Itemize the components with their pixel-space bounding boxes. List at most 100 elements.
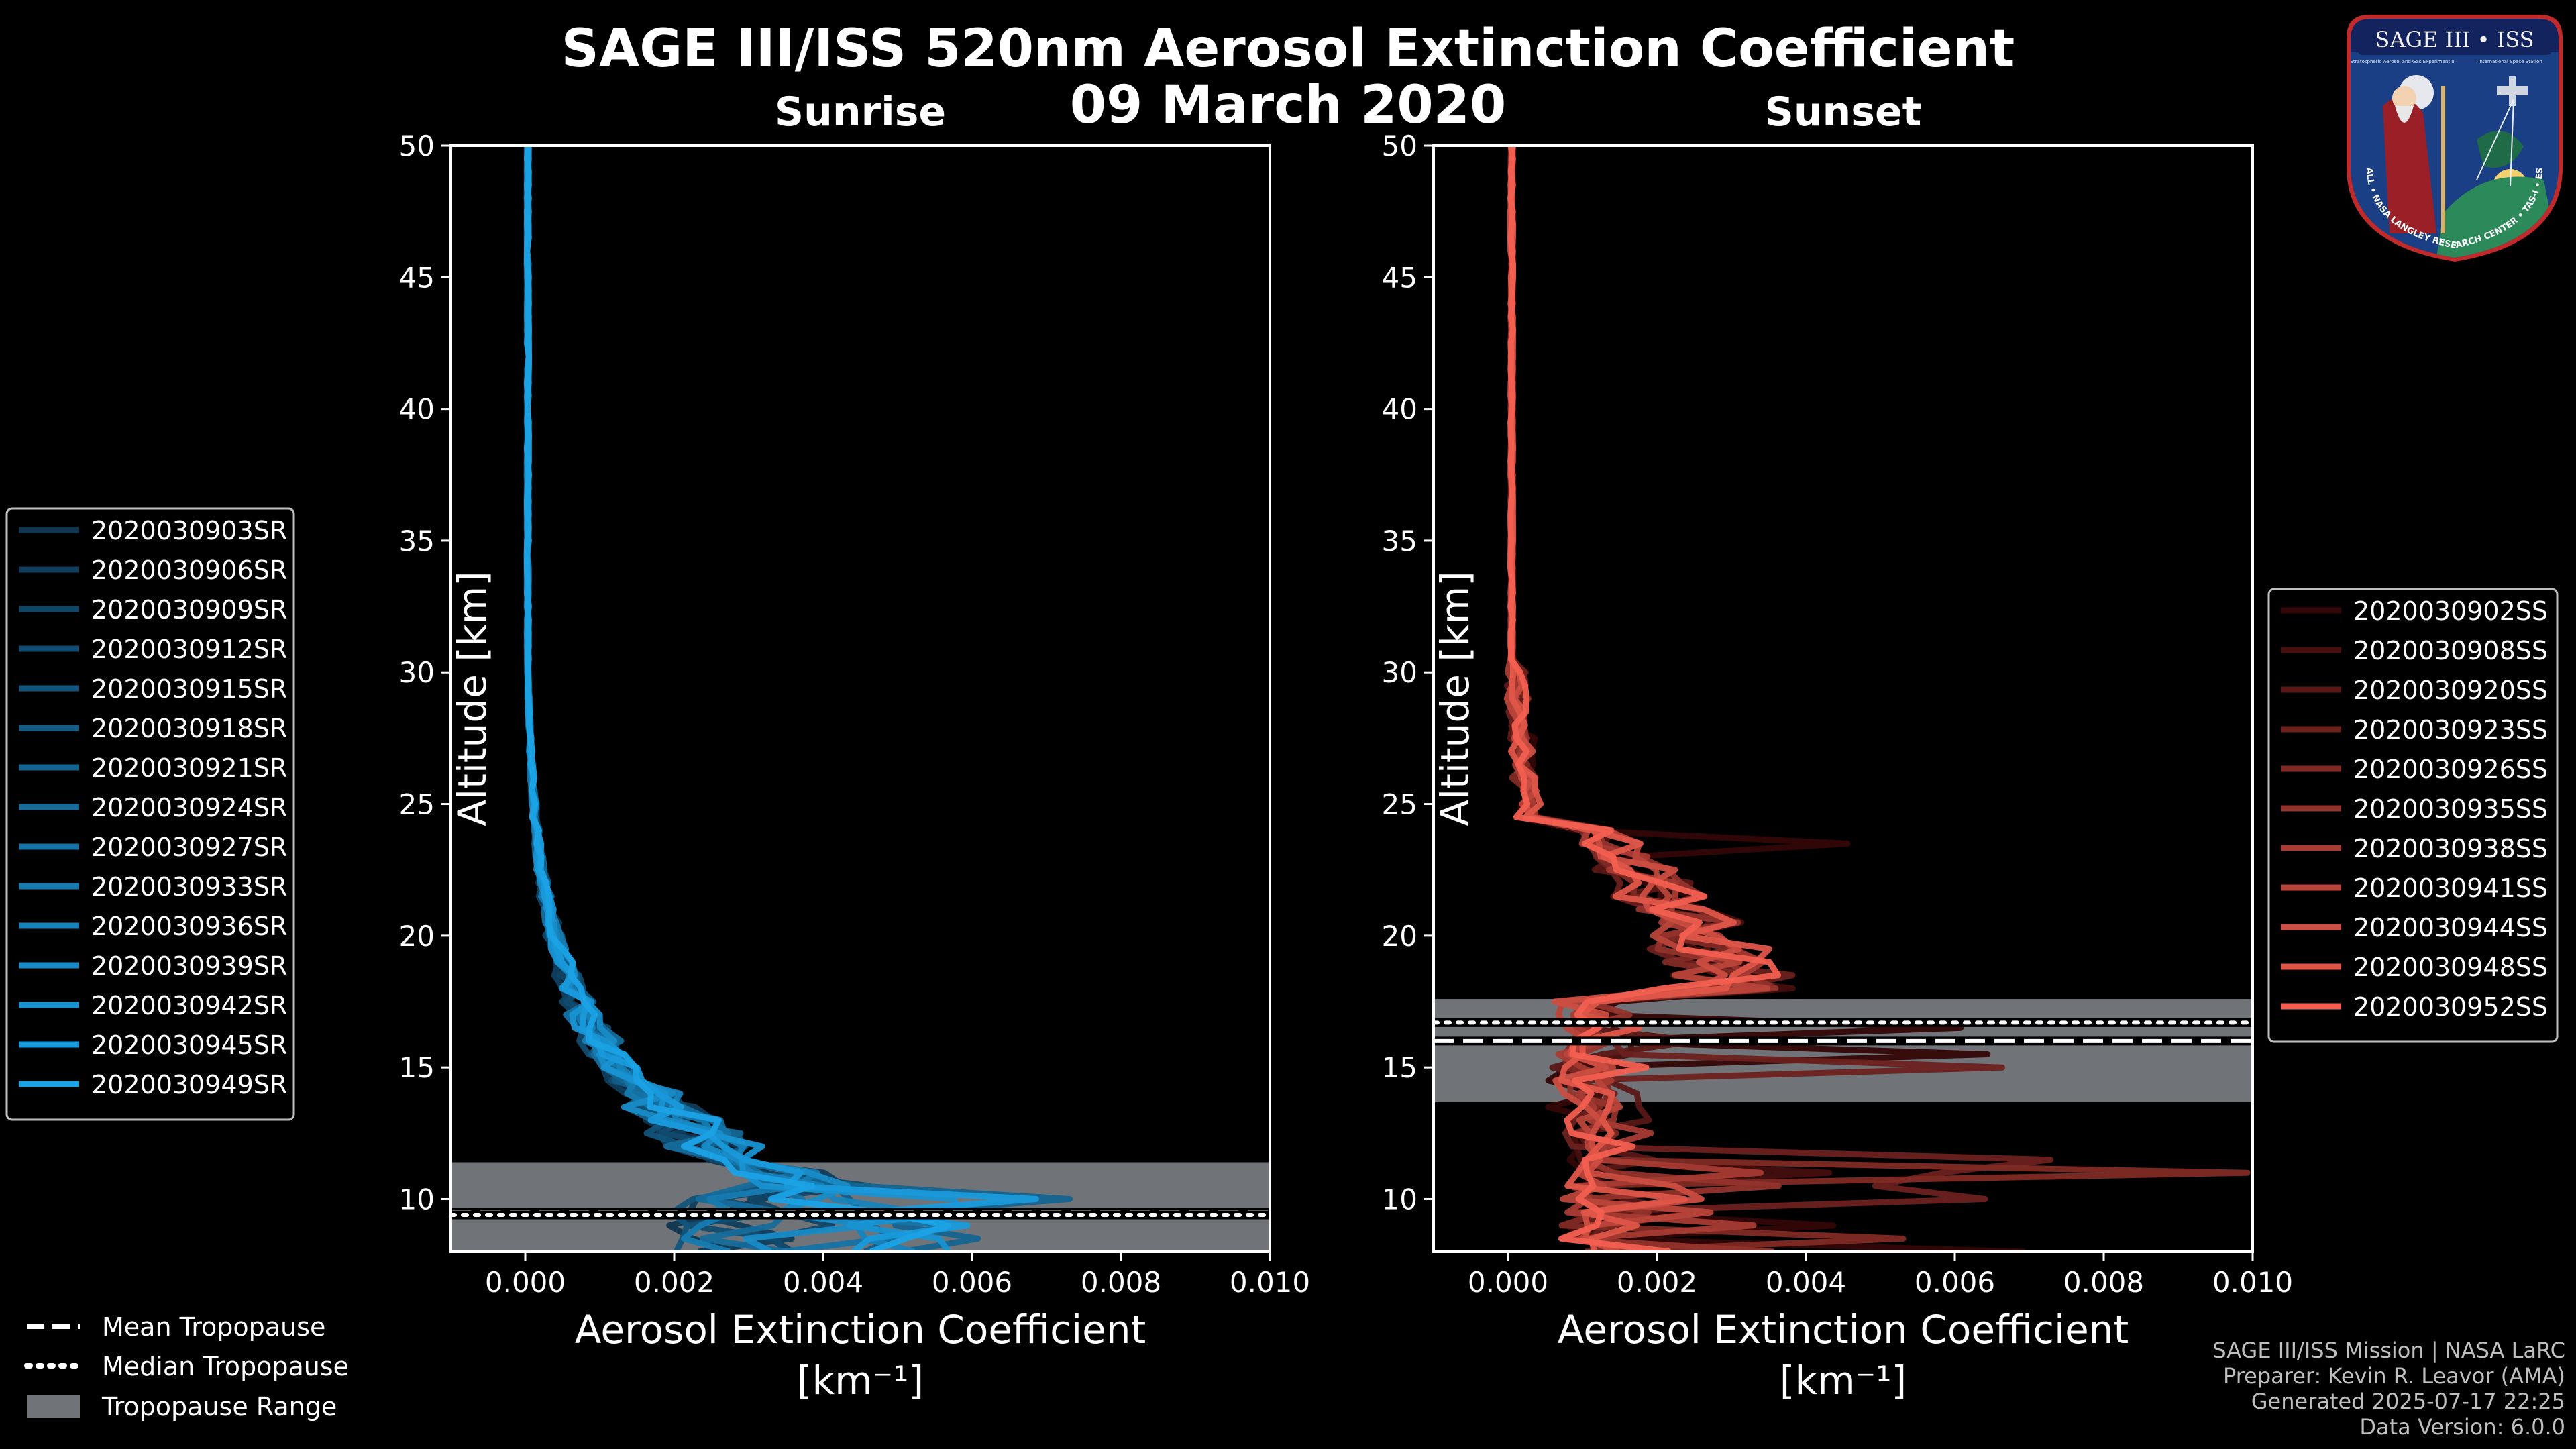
series-line-2020030945SR (523, 146, 1039, 1252)
footer-preparer: Preparer: Kevin R. Leavor (AMA) (2222, 1363, 2565, 1389)
y-tick-label: 20 (399, 920, 435, 953)
legend-label: 2020030921SR (91, 753, 287, 783)
x-tick-label: 0.000 (485, 1266, 566, 1299)
legend-label: 2020030924SR (91, 793, 287, 822)
y-tick-label: 10 (399, 1183, 435, 1216)
legend-label: 2020030915SR (91, 674, 287, 704)
chart-title-line2: 09 March 2020 (1069, 75, 1507, 136)
x-tick-label: 0.010 (1230, 1266, 1310, 1299)
legend-label: 2020030948SS (2353, 953, 2548, 982)
y-tick-label: 25 (1382, 788, 1417, 821)
legend-label: 2020030949SR (91, 1070, 287, 1099)
y-axis-label: Altitude [km] (1432, 571, 1478, 826)
series-line-2020030936SR (523, 146, 921, 1252)
panel-sunset: 10 15 20 25 30 35 40 45 50 0.000 0.002 0.004 0.006 0.… (1382, 89, 2294, 1403)
series-line-2020030918SR (523, 146, 898, 1252)
profile-lines (523, 146, 1073, 1252)
legend-label: 2020030918SR (91, 714, 287, 743)
x-axis-units: [km⁻¹] (1780, 1358, 1907, 1403)
series-line-2020030933SR (523, 146, 820, 1252)
y-tick-label: 40 (399, 393, 435, 426)
series-line-2020030909SR (523, 146, 873, 1252)
x-tick-label: 0.008 (2063, 1266, 2144, 1299)
legend-mean-label: Mean Tropopause (102, 1312, 325, 1342)
legend-label: 2020030909SR (91, 595, 287, 625)
legend-label: 2020030926SS (2353, 755, 2548, 784)
series-line-2020030939SR (523, 146, 873, 1252)
legend-label: 2020030912SR (91, 635, 287, 664)
x-tick-label: 0.006 (932, 1266, 1012, 1299)
profile-lines (1503, 146, 2251, 1252)
x-tick-label: 0.004 (1766, 1266, 1846, 1299)
axes-frame (1432, 144, 2254, 1253)
y-tick-label: 30 (1382, 656, 1417, 689)
x-tick-label: 0.008 (1081, 1266, 1161, 1299)
legend-label: 2020030906SR (91, 555, 287, 585)
y-tick-label: 50 (399, 129, 435, 162)
sage-mission-patch-icon: SAGE III • ISS Stratospheric Aerosol and… (2339, 5, 2567, 263)
y-tick-label: 45 (399, 261, 435, 294)
legend-label: 2020030941SS (2353, 873, 2548, 903)
legend-range-swatch (27, 1395, 80, 1418)
legend-range-label: Tropopause Range (101, 1392, 337, 1421)
y-tick-label: 20 (1382, 920, 1417, 953)
panel-title: Sunrise (775, 89, 946, 136)
series-line-2020030942SR (523, 146, 961, 1252)
series-line-2020030906SR (523, 146, 847, 1252)
legend-label: 2020030945SR (91, 1030, 287, 1060)
series-line-2020030927SR (524, 146, 952, 1252)
legend-label: 2020030920SS (2353, 676, 2548, 705)
y-tick-label: 45 (1382, 261, 1417, 294)
y-axis-label: Altitude [km] (449, 571, 495, 826)
legend-label: 2020030933SR (91, 872, 287, 902)
y-tick-label: 35 (1382, 525, 1417, 557)
series-line-2020030921SR (523, 146, 1073, 1252)
legend-label: 2020030908SS (2353, 636, 2548, 665)
logo-small-text-right: International Space Station (2478, 59, 2542, 64)
logo-top-text: SAGE III • ISS (2375, 27, 2534, 52)
legend-label: 2020030942SR (91, 991, 287, 1020)
legend-tropopause: Mean Tropopause Median Tropopause Tropopau… (24, 1312, 349, 1421)
legend-label: 2020030935SS (2353, 794, 2548, 824)
footer-credits: SAGE III/ISS Mission | NASA LaRC Prepare… (2212, 1338, 2565, 1440)
panel-title: Sunset (1765, 89, 1922, 136)
x-tick-label: 0.004 (783, 1266, 863, 1299)
y-tick-label: 15 (399, 1051, 435, 1084)
legend-sunset: 2020030902SS 2020030908SS 2020030920SS 2020… (2267, 588, 2559, 1043)
y-tick-label: 50 (1382, 129, 1417, 162)
panel-sunrise: 10 15 20 25 30 35 40 45 50 0.000 0.002 0.004 0.006 0.… (399, 89, 1311, 1403)
x-tick-label: 0.010 (2212, 1266, 2293, 1299)
y-tick-label: 25 (399, 788, 435, 821)
y-tick-label: 10 (1382, 1183, 1417, 1216)
y-tick-label: 35 (399, 525, 435, 557)
series-line-2020030903SR (524, 146, 822, 1252)
legend-label: 2020030903SR (91, 516, 287, 545)
series-line-2020030912SR (523, 146, 820, 1252)
x-axis-units: [km⁻¹] (797, 1358, 924, 1403)
x-axis-label: Aerosol Extinction Coefficient (1558, 1307, 2129, 1352)
y-tick-label: 30 (399, 656, 435, 689)
footer-mission: SAGE III/ISS Mission | NASA LaRC (2212, 1338, 2565, 1363)
series-line-2020030949SR (523, 146, 952, 1252)
x-tick-label: 0.002 (1617, 1266, 1697, 1299)
legend-label: 2020030923SS (2353, 715, 2548, 745)
x-axis-label: Aerosol Extinction Coefficient (575, 1307, 1146, 1352)
x-tick-label: 0.002 (634, 1266, 714, 1299)
legend-label: 2020030938SS (2353, 834, 2548, 863)
legend-median-label: Median Tropopause (102, 1352, 349, 1381)
x-tick-label: 0.000 (1468, 1266, 1548, 1299)
logo-small-text-left: Stratospheric Aerosol and Gas Experiment… (2350, 59, 2455, 64)
legend-label: 2020030939SR (91, 951, 287, 981)
legend-label: 2020030902SS (2353, 596, 2548, 626)
y-tick-label: 15 (1382, 1051, 1417, 1084)
y-tick-label: 40 (1382, 393, 1417, 426)
legend-sunrise: 2020030903SR 2020030906SR 2020030909SR 2020… (5, 507, 295, 1121)
footer-generated: Generated 2025-07-17 22:25 (2251, 1389, 2565, 1414)
series-line-2020030952SS (1507, 146, 1782, 1252)
x-tick-label: 0.006 (1915, 1266, 1995, 1299)
legend-label: 2020030936SR (91, 912, 287, 941)
axes-frame (449, 144, 1271, 1253)
legend-label: 2020030927SR (91, 833, 287, 862)
legend-label: 2020030944SS (2353, 913, 2548, 943)
